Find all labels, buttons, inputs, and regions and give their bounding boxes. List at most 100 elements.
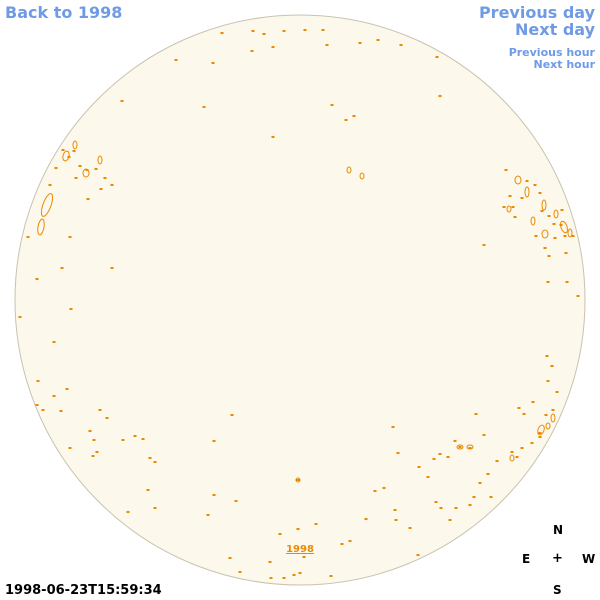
contour-mark [522, 413, 526, 415]
contour-mark [565, 281, 569, 283]
contour-mark [531, 401, 535, 403]
contour-mark [453, 440, 457, 442]
contour-mark [68, 236, 72, 238]
contour-ring [524, 186, 530, 198]
contour-mark [546, 380, 550, 382]
contour-mark [65, 388, 69, 390]
contour-ring [82, 168, 90, 178]
contour-mark [486, 473, 490, 475]
contour-mark [268, 561, 272, 563]
contour-mark [478, 482, 482, 484]
contour-mark [454, 507, 458, 509]
contour-mark [515, 456, 519, 458]
contour-ring [541, 229, 549, 239]
contour-ring [295, 477, 301, 483]
contour-mark [545, 355, 549, 357]
contour-mark [382, 487, 386, 489]
contour-mark [302, 556, 306, 558]
contour-mark [438, 95, 442, 97]
contour-ring [466, 444, 474, 450]
contour-mark [26, 236, 30, 238]
contour-mark [358, 42, 362, 44]
contour-mark [153, 507, 157, 509]
contour-ring [545, 422, 551, 430]
contour-mark [250, 50, 254, 52]
contour-mark [544, 414, 548, 416]
contour-mark [174, 59, 178, 61]
contour-mark [105, 417, 109, 419]
contour-mark [434, 501, 438, 503]
contour-mark [148, 457, 152, 459]
contour-mark [438, 453, 442, 455]
contour-mark [269, 577, 273, 579]
contour-mark [426, 476, 430, 478]
contour-mark [48, 184, 52, 186]
contour-mark [126, 511, 130, 513]
contour-mark [489, 496, 493, 498]
contour-mark [502, 206, 506, 208]
contour-mark [69, 308, 73, 310]
contour-mark [120, 100, 124, 102]
contour-mark [212, 494, 216, 496]
next-hour-link[interactable]: Next hour [533, 58, 596, 71]
contour-mark [153, 461, 157, 463]
disk-year-label[interactable]: 1998 [286, 544, 314, 555]
contour-mark [552, 223, 556, 225]
solar-disk [14, 14, 586, 586]
contour-mark [98, 409, 102, 411]
contour-mark [325, 44, 329, 46]
previous-hour-link[interactable]: Previous hour [508, 46, 595, 59]
contour-mark [314, 523, 318, 525]
contour-mark [52, 341, 56, 343]
contour-mark [88, 430, 92, 432]
contour-mark [228, 557, 232, 559]
previous-day-link[interactable]: Previous day [478, 3, 595, 22]
contour-mark [546, 281, 550, 283]
contour-mark [352, 115, 356, 117]
contour-ring [40, 193, 54, 217]
contour-mark [576, 295, 580, 297]
contour-mark [91, 455, 95, 457]
compass-west: W [582, 552, 596, 566]
contour-mark [59, 410, 63, 412]
contour-ring [537, 424, 545, 436]
contour-mark [35, 404, 39, 406]
contour-mark [133, 435, 137, 437]
contour-mark [321, 29, 325, 31]
contour-mark [344, 119, 348, 121]
contour-mark [482, 244, 486, 246]
contour-mark [278, 533, 282, 535]
contour-ring [567, 228, 573, 238]
next-day-link[interactable]: Next day [515, 20, 595, 39]
contour-mark [230, 414, 234, 416]
contour-mark [68, 447, 72, 449]
active-region-contours [18, 29, 580, 579]
contour-mark [296, 479, 300, 481]
contour-mark [35, 278, 39, 280]
disk-year-link[interactable]: 1998 [286, 544, 314, 555]
contour-mark [18, 316, 22, 318]
contour-mark [85, 169, 89, 171]
contour-mark [54, 167, 58, 169]
contour-ring [97, 155, 103, 165]
contour-mark [446, 456, 450, 458]
contour-mark [373, 490, 377, 492]
contour-mark [520, 447, 524, 449]
contour-ring [509, 454, 515, 462]
contour-mark [525, 180, 529, 182]
back-to-year-link[interactable]: Back to 1998 [5, 3, 123, 22]
contour-mark [393, 509, 397, 511]
contour-mark [550, 365, 554, 367]
contour-mark [508, 195, 512, 197]
contour-mark [99, 188, 103, 190]
contour-ring [359, 172, 365, 180]
contour-mark [330, 104, 334, 106]
contour-mark [86, 198, 90, 200]
contour-ring [553, 209, 559, 219]
contour-ring [514, 175, 522, 185]
contour-mark [394, 519, 398, 521]
contour-mark [520, 197, 524, 199]
contour-mark [271, 46, 275, 48]
contour-mark [559, 224, 563, 226]
